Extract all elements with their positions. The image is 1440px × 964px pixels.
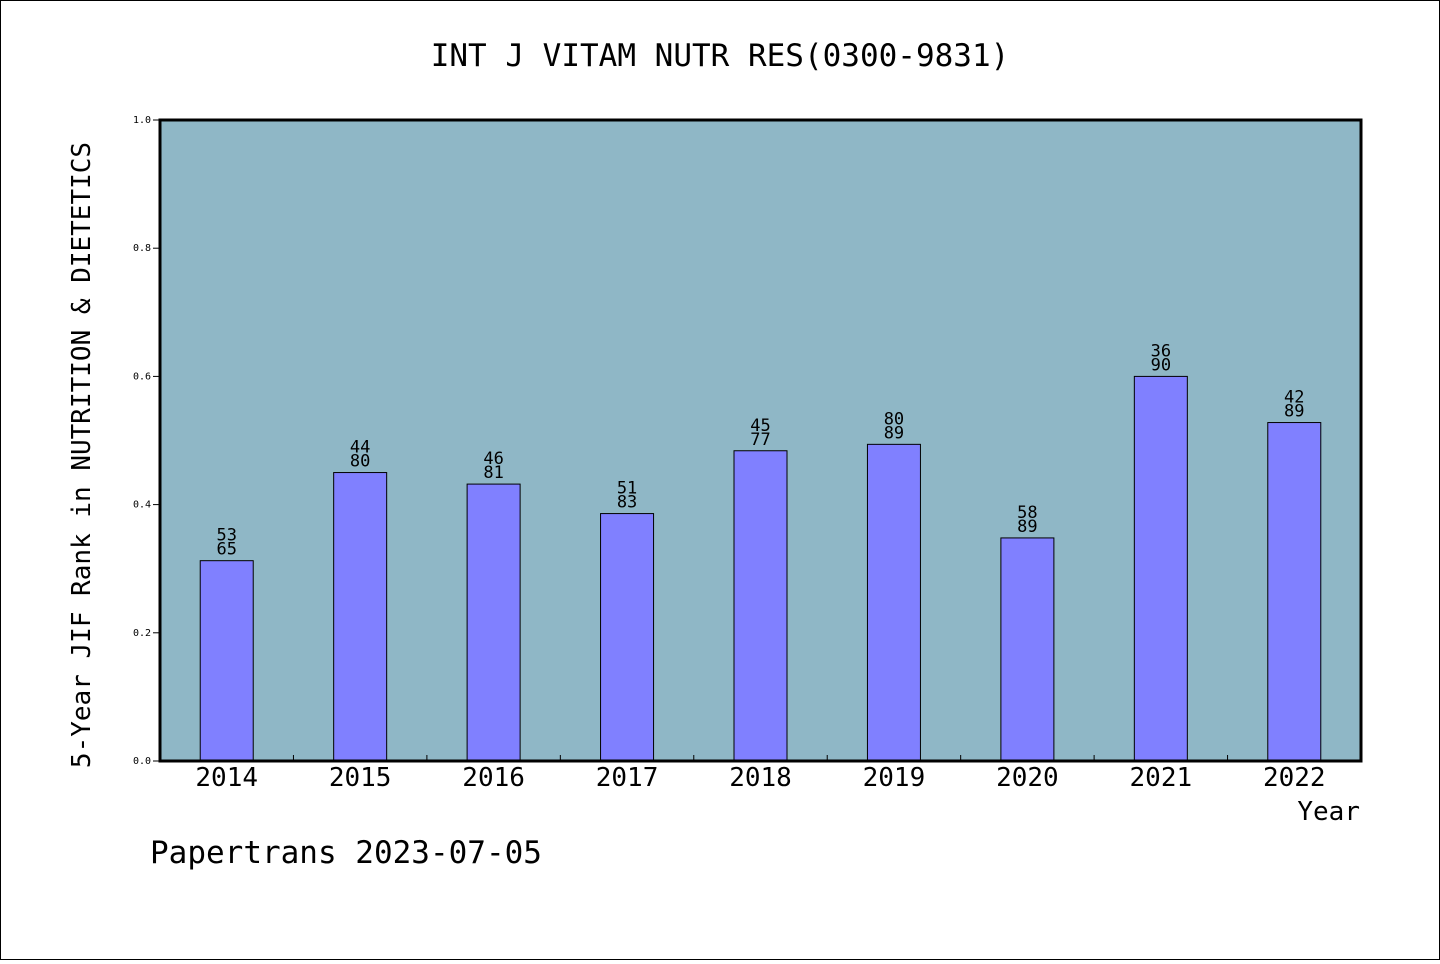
y-tick-label: 0.6: [133, 371, 151, 382]
x-axis-label: Year: [1297, 797, 1360, 827]
bar-total-label: 90: [1151, 355, 1171, 375]
x-tick-label: 2015: [329, 763, 392, 793]
y-tick-label: 0.8: [133, 243, 151, 254]
bar: [199, 560, 254, 762]
y-tick-label: 1.0: [133, 115, 151, 126]
y-axis-label: 5-Year JIF Rank in NUTRITION & DIETETICS: [67, 142, 97, 768]
bar-rank-label: 80: [884, 409, 904, 429]
bar-rank-label: 44: [350, 438, 370, 458]
bar-rank-label: 45: [750, 416, 770, 436]
bar: [1267, 422, 1322, 762]
bar-total-label: 80: [350, 452, 370, 472]
plot-frame: [158, 118, 1363, 763]
bar-total-label: 89: [1284, 402, 1304, 422]
bar-total-label: 65: [216, 540, 236, 560]
x-tick-label: 2020: [996, 763, 1059, 793]
bar-rank-label: 46: [483, 449, 503, 469]
y-tick-label: 0.0: [133, 756, 151, 767]
x-tick-label: 2016: [462, 763, 525, 793]
x-axis: 2014 2015 2016 2017 2018 2019 2020 2021 2022: [195, 755, 1326, 793]
y-tick-label: 0.2: [133, 628, 151, 639]
x-tick-label: 2022: [1263, 763, 1326, 793]
footer-credit: Papertrans 2023-07-05: [150, 835, 542, 871]
chart-title: INT J VITAM NUTR RES(0300-9831): [431, 38, 1010, 74]
x-tick-label: 2014: [195, 763, 258, 793]
bar-total-label: 83: [617, 493, 637, 513]
x-tick-label: 2021: [1130, 763, 1193, 793]
bar-total-label: 89: [1017, 517, 1037, 537]
bar: [1000, 537, 1055, 762]
bar-rank-label: 51: [617, 479, 637, 499]
x-tick-label: 2019: [863, 763, 926, 793]
bar-rank-label: 42: [1284, 388, 1304, 408]
bar-total-label: 81: [483, 463, 503, 483]
x-tick-label: 2018: [729, 763, 792, 793]
bar-rank-label: 36: [1151, 341, 1171, 361]
bar-total-label: 77: [750, 430, 770, 450]
bar-rank-label: 53: [216, 526, 236, 546]
bar: [600, 513, 655, 762]
bar: [1133, 375, 1188, 762]
bar-series: [199, 375, 1322, 762]
x-tick-label: 2017: [596, 763, 659, 793]
bar: [866, 443, 921, 762]
bar: [466, 483, 521, 762]
bar-total-label: 89: [884, 423, 904, 443]
bar: [733, 450, 788, 762]
bar-rank-label: 58: [1017, 503, 1037, 523]
y-tick-label: 0.4: [133, 500, 151, 511]
bar: [333, 472, 388, 762]
